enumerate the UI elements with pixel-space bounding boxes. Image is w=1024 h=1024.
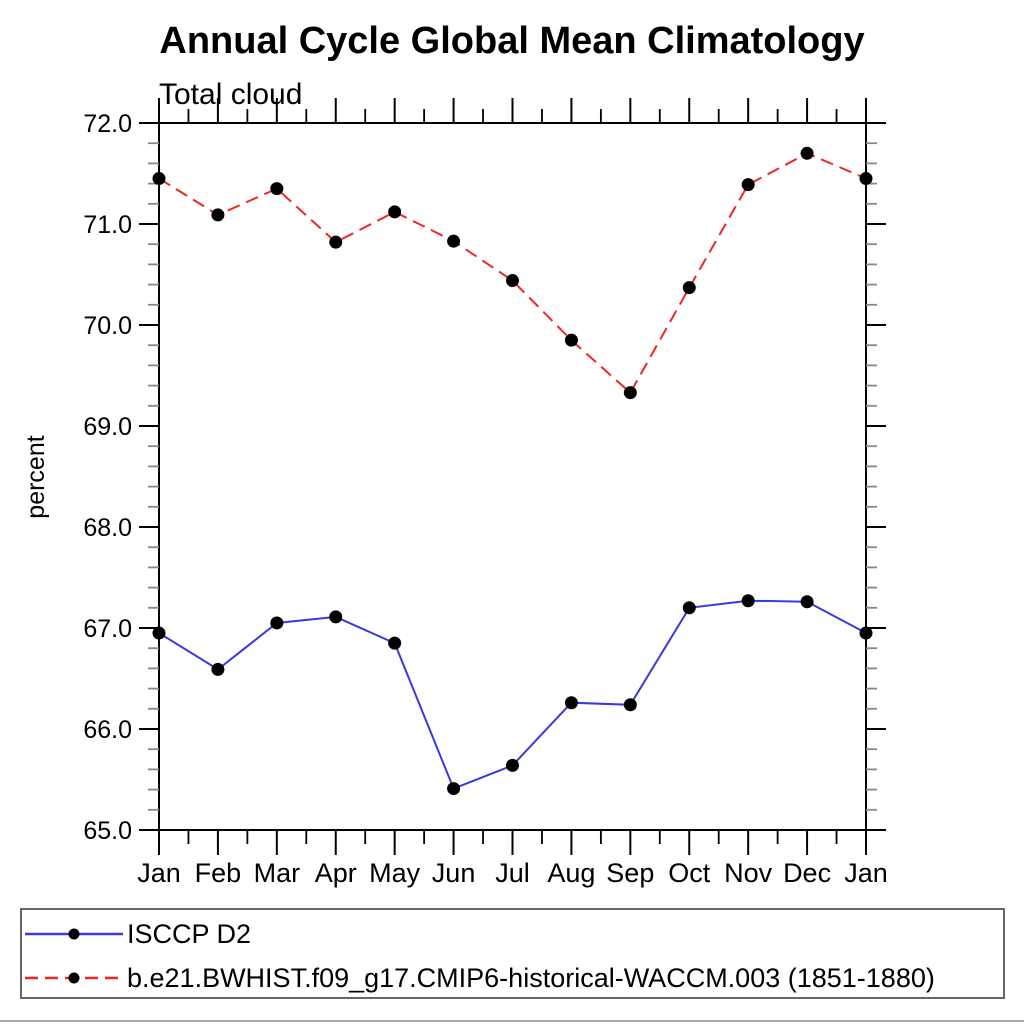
data-point-marker [152, 626, 166, 640]
plot-border [158, 122, 867, 831]
y-axis-label: percent [22, 435, 50, 518]
legend-item-model: b.e21.BWHIST.f09_g17.CMIP6-historical-WA… [25, 963, 935, 993]
data-point-marker [270, 182, 284, 196]
x-tick-label: May [369, 858, 421, 888]
x-tick-label: Sep [606, 858, 654, 888]
data-point-marker [211, 208, 225, 222]
data-point-marker [682, 601, 696, 615]
y-tick-label: 66.0 [83, 716, 132, 744]
data-point-marker [329, 610, 343, 624]
chart-subtitle: Total cloud [159, 78, 302, 111]
x-tick-label: Nov [724, 858, 773, 888]
data-point-marker [800, 595, 814, 609]
data-point-marker [741, 594, 755, 608]
data-point-marker [506, 758, 519, 772]
data-point-marker [564, 696, 578, 710]
y-tick-label: 71.0 [83, 211, 132, 239]
data-point-marker [623, 698, 637, 712]
y-tick-label: 65.0 [83, 817, 132, 845]
x-tick-label: Jun [432, 858, 476, 888]
data-point-marker [447, 234, 461, 248]
y-tick-label: 70.0 [83, 312, 132, 340]
data-point-marker [152, 172, 166, 186]
legend-border [20, 908, 1005, 999]
axis-tick-labels: 65.0 66.0 67.0 68.0 69.0 70.0 71.0 72.0 Jan Feb Ma… [83, 110, 887, 888]
legend-marker-dot-icon [68, 928, 80, 940]
data-point-marker [859, 626, 873, 640]
legend-box: ISCCP D2 b.e21.BWHIST.f09_g17.CMIP6-hist… [20, 908, 1005, 999]
data-point-marker [388, 636, 402, 650]
x-tick-label: Mar [254, 858, 301, 888]
data-point-marker [859, 172, 873, 186]
legend-marker-dot-icon [68, 972, 80, 984]
legend-label-model: b.e21.BWHIST.f09_g17.CMIP6-historical-WA… [127, 963, 935, 993]
data-point-marker [388, 205, 402, 219]
data-point-marker [800, 146, 814, 160]
x-tick-label: Jan [137, 858, 181, 888]
x-tick-label: Jan [844, 858, 888, 888]
axis-ticks [139, 98, 886, 855]
data-point-marker [564, 333, 578, 347]
data-point-marker [211, 662, 225, 676]
data-point-marker [623, 386, 637, 400]
x-tick-label: Feb [195, 858, 242, 888]
data-point-marker [447, 782, 461, 796]
x-tick-label: Apr [315, 858, 357, 888]
y-tick-label: 68.0 [83, 514, 132, 542]
legend-item-isccp: ISCCP D2 [25, 919, 251, 949]
data-point-marker [741, 178, 755, 192]
series-line [158, 152, 867, 395]
legend-label-isccp: ISCCP D2 [127, 919, 251, 949]
data-point-marker [329, 235, 343, 249]
chart-title: Annual Cycle Global Mean Climatology [159, 20, 864, 62]
y-tick-label: 72.0 [83, 110, 132, 138]
y-tick-label: 67.0 [83, 615, 132, 643]
data-point-marker [506, 274, 519, 288]
x-tick-label: Oct [668, 858, 711, 888]
data-point-marker [270, 616, 284, 630]
plot-frame [158, 122, 867, 831]
data-point-marker [682, 281, 696, 295]
y-tick-label: 69.0 [83, 413, 132, 441]
x-tick-label: Dec [783, 858, 831, 888]
data-series [152, 146, 873, 796]
x-tick-label: Jul [495, 858, 530, 888]
x-tick-label: Aug [547, 858, 595, 888]
